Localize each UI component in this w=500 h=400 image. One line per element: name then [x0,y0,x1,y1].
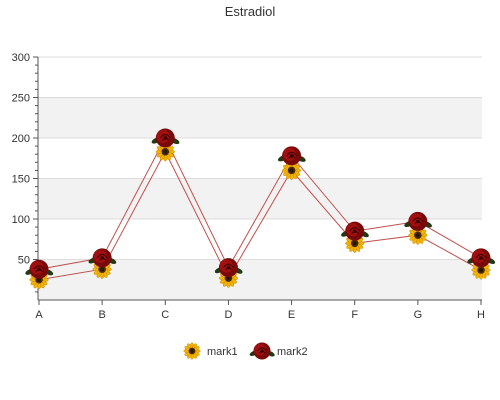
legend-sunflower-icon [183,342,201,360]
x-tick-label: D [224,309,232,321]
x-tick-label: B [98,309,105,321]
gridlines [38,56,482,260]
marker-mark2-red-rose-icon [341,221,369,241]
x-tick-label: G [414,309,423,321]
series-markers [25,128,496,290]
y-axis-ticks: 50 100 150 200 250 300 [12,52,38,293]
x-tick-label: H [477,309,485,321]
marker-mark2-red-rose-icon [404,211,433,231]
background-band [38,259,482,300]
y-tick-label: 100 [12,214,30,226]
marker-mark2-red-rose-icon [277,146,306,166]
y-tick-label: 300 [12,52,30,64]
marker-mark2-red-rose-icon [151,128,180,148]
legend: mark1 mark2 [183,342,308,360]
plot-background-bands [38,97,482,300]
x-axis-ticks: A B C D E F G H [35,300,485,321]
x-tick-label: C [161,309,169,321]
y-tick-label: 50 [18,255,30,267]
marker-mark2-red-rose-icon [467,248,496,268]
marker-mark2-red-rose-icon [214,258,243,278]
background-band [38,97,482,138]
x-tick-label: F [351,309,358,321]
legend-label-mark1: mark1 [207,346,238,358]
marker-mark2-red-rose-icon [25,259,54,279]
marker-mark2-red-rose-icon [88,248,117,268]
y-tick-label: 250 [12,93,30,105]
y-tick-label: 150 [12,174,30,186]
x-tick-label: E [288,309,295,321]
series-line-mark1 [38,150,482,281]
y-tick-label: 200 [12,133,30,145]
chart-title: Estradiol [225,4,276,19]
legend-label-mark2: mark2 [277,346,308,358]
x-tick-label: A [35,309,43,321]
legend-red-rose-icon [249,342,275,360]
